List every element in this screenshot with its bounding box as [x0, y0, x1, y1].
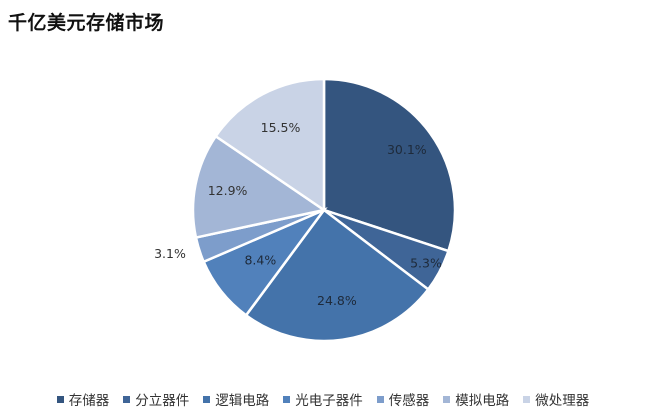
legend-item-3: 光电子器件: [283, 389, 363, 409]
pie-slice-5: [191, 134, 328, 240]
legend-item-0: 存储器: [56, 389, 110, 409]
legend-label-5: 模拟电路: [455, 393, 510, 409]
data-label-3: 8.4%: [244, 252, 276, 267]
data-label-2: 24.8%: [317, 293, 357, 308]
pie-slice-0: [322, 77, 457, 253]
legend-item-1: 分立器件: [123, 389, 189, 409]
data-label-1: 5.3%: [410, 256, 442, 271]
legend-item-4: 传感器: [376, 389, 430, 409]
pie-chart: 30.1% 5.3% 24.8% 8.4% 3.1% 12.9% 15.5%: [154, 77, 457, 343]
legend-label-4: 传感器: [388, 393, 430, 409]
data-label-0: 30.1%: [387, 142, 427, 157]
legend-label-1: 分立器件: [135, 393, 190, 409]
chart-legend: 存储器 分立器件 逻辑电路 光电子器件 传感器 模拟电路 微处理器: [0, 389, 646, 409]
legend-swatch-4: [376, 395, 384, 403]
legend-item-5: 模拟电路: [443, 389, 509, 409]
legend-label-2: 逻辑电路: [215, 393, 270, 409]
legend-item-6: 微处理器: [523, 389, 589, 409]
legend-label-0: 存储器: [68, 393, 110, 409]
legend-swatch-5: [443, 395, 451, 403]
legend-swatch-0: [56, 395, 64, 403]
data-label-4: 3.1%: [154, 246, 186, 261]
legend-label-3: 光电子器件: [295, 393, 363, 409]
pie-slice-6: [213, 77, 326, 213]
legend-swatch-2: [203, 395, 211, 403]
chart-title: 千亿美元存储市场: [8, 12, 165, 34]
legend-swatch-6: [523, 395, 531, 403]
legend-label-6: 微处理器: [535, 393, 590, 409]
legend-swatch-3: [283, 395, 291, 403]
legend-item-2: 逻辑电路: [203, 389, 269, 409]
data-label-5: 12.9%: [208, 183, 248, 198]
pie-slice-2: [244, 208, 430, 343]
data-label-6: 15.5%: [261, 120, 301, 135]
legend-swatch-1: [123, 395, 131, 403]
